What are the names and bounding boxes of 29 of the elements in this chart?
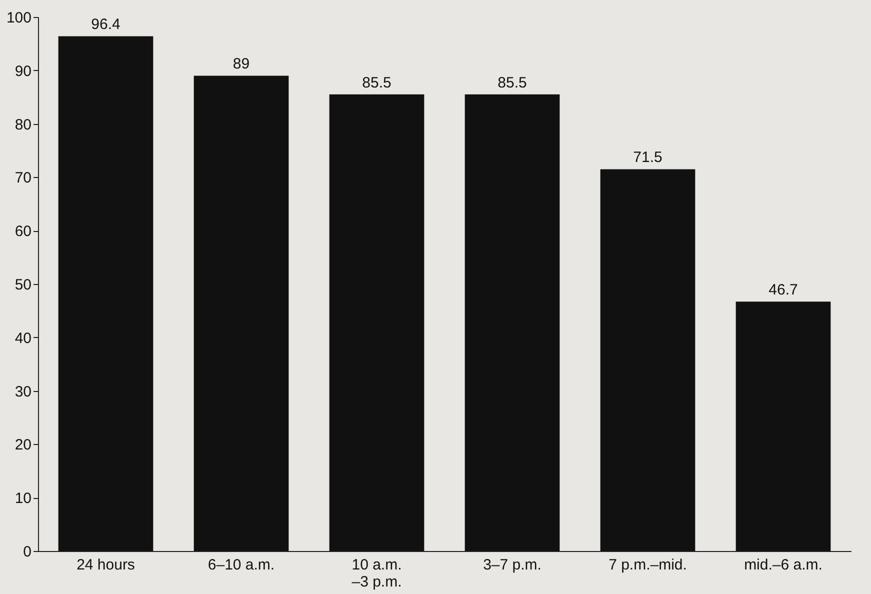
data-label: 46.7 <box>768 282 798 299</box>
x-tick-label: 24 hours <box>76 556 135 574</box>
data-label: 85.5 <box>498 74 527 92</box>
y-tick-label: 50 <box>14 276 32 294</box>
data-label: 85.5 <box>362 74 392 92</box>
data-label: 71.5 <box>633 149 662 166</box>
bar <box>58 36 154 551</box>
x-tick-label: 7 p.m.–mid. <box>608 556 687 574</box>
bar <box>736 302 831 551</box>
y-tick-label: 30 <box>14 383 32 400</box>
y-tick-label: 70 <box>14 170 32 187</box>
y-tick-label: 10 <box>14 490 32 508</box>
x-tick-label: 10 a.m. –3 p.m. <box>352 556 402 590</box>
bar <box>329 94 424 551</box>
bar <box>194 76 289 551</box>
data-label: 96.4 <box>91 16 120 34</box>
x-tick-label: 3–7 p.m. <box>483 556 542 574</box>
x-tick-label: 6–10 a.m. <box>208 556 275 574</box>
y-tick-label: 60 <box>14 223 32 240</box>
data-label: 89 <box>232 56 250 73</box>
y-tick-label: 40 <box>14 330 32 347</box>
y-tick-label: 80 <box>14 116 32 134</box>
y-tick-label: 20 <box>14 436 32 454</box>
bar <box>464 94 560 551</box>
x-tick-label: mid.–6 a.m. <box>744 556 822 574</box>
y-tick-label: 90 <box>14 62 32 80</box>
bar <box>600 169 696 551</box>
y-tick-label: 100 <box>6 10 32 26</box>
y-tick-label: 0 <box>23 544 32 560</box>
